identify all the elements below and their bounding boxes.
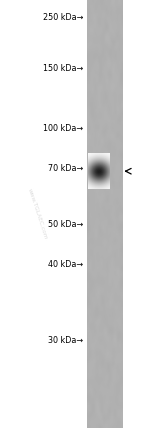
Text: 150 kDa→: 150 kDa→ — [43, 64, 83, 73]
Text: 250 kDa→: 250 kDa→ — [43, 13, 83, 23]
Text: 40 kDa→: 40 kDa→ — [48, 260, 83, 269]
Text: www.TGLAEC.com: www.TGLAEC.com — [27, 188, 48, 240]
Text: 50 kDa→: 50 kDa→ — [48, 220, 83, 229]
Text: 30 kDa→: 30 kDa→ — [48, 336, 83, 345]
Text: 100 kDa→: 100 kDa→ — [43, 124, 83, 133]
Text: 70 kDa→: 70 kDa→ — [48, 163, 83, 173]
